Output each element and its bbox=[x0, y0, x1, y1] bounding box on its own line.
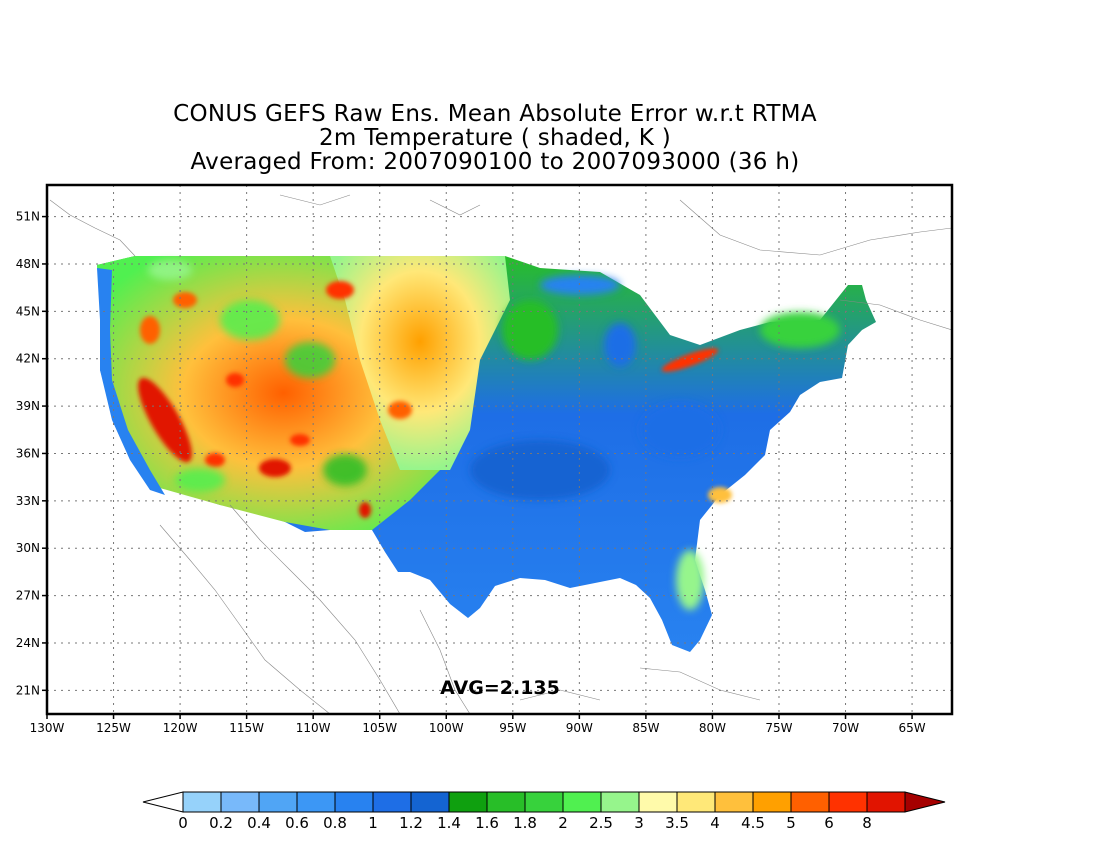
colorbar-label: 1 bbox=[368, 814, 378, 832]
colorbar-swatch bbox=[562, 791, 602, 813]
colorbar-swatch bbox=[752, 791, 792, 813]
colorbar-swatch bbox=[524, 791, 564, 813]
lon-tick-label: 80W bbox=[699, 721, 726, 735]
colorbar-label: 0.6 bbox=[285, 814, 309, 832]
colorbar-swatch bbox=[334, 791, 374, 813]
lon-tick-label: 85W bbox=[632, 721, 659, 735]
colorbar-swatch bbox=[790, 791, 830, 813]
lon-tick-label: 100W bbox=[429, 721, 464, 735]
colorbar-label: 1.2 bbox=[399, 814, 423, 832]
colorbar-label: 5 bbox=[786, 814, 796, 832]
lon-tick-label: 125W bbox=[96, 721, 131, 735]
colorbar-swatch bbox=[296, 791, 336, 813]
colorbar-label: 0 bbox=[178, 814, 188, 832]
title-line-3: Averaged From: 2007090100 to 2007093000 … bbox=[190, 149, 800, 175]
colorbar-label: 1.4 bbox=[437, 814, 461, 832]
colorbar-swatch bbox=[372, 791, 412, 813]
lon-tick-label: 65W bbox=[899, 721, 926, 735]
colorbar-under-arrow bbox=[142, 791, 184, 813]
title-line-2: 2m Temperature ( shaded, K ) bbox=[318, 125, 672, 151]
colorbar-swatch bbox=[714, 791, 754, 813]
lon-tick-label: 120W bbox=[163, 721, 198, 735]
shaded-field bbox=[97, 256, 876, 652]
colorbar-swatch bbox=[448, 791, 488, 813]
colorbar-label: 2 bbox=[558, 814, 568, 832]
colorbar-swatch bbox=[182, 791, 222, 813]
average-value: AVG=2.135 bbox=[440, 677, 560, 699]
lat-tick-label: 27N bbox=[16, 589, 40, 603]
lat-tick-label: 21N bbox=[16, 683, 40, 697]
colorbar-label: 6 bbox=[824, 814, 834, 832]
colorbar-swatch bbox=[486, 791, 526, 813]
colorbar-label: 3.5 bbox=[665, 814, 689, 832]
lat-axis-labels: 51N 48N 45N 42N 39N 36N 33N 30N 27N 24N 21N bbox=[16, 210, 47, 697]
lon-tick-label: 75W bbox=[765, 721, 792, 735]
colorbar-label: 3 bbox=[634, 814, 644, 832]
colorbar-label: 0.2 bbox=[209, 814, 233, 832]
colorbar-swatch bbox=[866, 791, 906, 813]
lat-tick-label: 39N bbox=[16, 399, 40, 413]
colorbar-label: 2.5 bbox=[589, 814, 613, 832]
colorbar-swatch bbox=[676, 791, 716, 813]
lat-tick-label: 51N bbox=[16, 210, 40, 224]
lat-tick-label: 36N bbox=[16, 446, 40, 460]
colorbar-over-arrow bbox=[904, 791, 946, 813]
lat-tick-label: 45N bbox=[16, 304, 40, 318]
lat-tick-label: 24N bbox=[16, 636, 40, 650]
lon-axis-labels: 130W 125W 120W 115W 110W 105W 100W 95W 90W 85W 80W… bbox=[30, 714, 926, 735]
colorbar: 0 0.2 0.4 0.6 0.8 1 1.2 1.4 1.6 1.8 2 2.5 3 3.5 4 4.5 5 6… bbox=[142, 791, 946, 832]
title-line-1: CONUS GEFS Raw Ens. Mean Absolute Error … bbox=[173, 101, 817, 127]
lat-tick-label: 42N bbox=[16, 352, 40, 366]
colorbar-swatch bbox=[828, 791, 868, 813]
colorbar-swatch bbox=[220, 791, 260, 813]
lon-tick-label: 90W bbox=[566, 721, 593, 735]
lon-tick-label: 95W bbox=[499, 721, 526, 735]
lat-tick-label: 33N bbox=[16, 494, 40, 508]
colorbar-label: 1.6 bbox=[475, 814, 499, 832]
lon-tick-label: 130W bbox=[30, 721, 65, 735]
lon-tick-label: 110W bbox=[296, 721, 331, 735]
plot-frame bbox=[45, 183, 954, 716]
colorbar-swatch bbox=[258, 791, 298, 813]
colorbar-label: 0.8 bbox=[323, 814, 347, 832]
colorbar-swatch bbox=[638, 791, 678, 813]
colorbar-swatch bbox=[600, 791, 640, 813]
lat-tick-label: 48N bbox=[16, 257, 40, 271]
lon-tick-label: 105W bbox=[362, 721, 397, 735]
map-title: CONUS GEFS Raw Ens. Mean Absolute Error … bbox=[0, 102, 990, 174]
lat-tick-label: 30N bbox=[16, 541, 40, 555]
colorbar-swatch bbox=[410, 791, 450, 813]
colorbar-label: 8 bbox=[862, 814, 872, 832]
colorbar-label: 1.8 bbox=[513, 814, 537, 832]
colorbar-label: 4.5 bbox=[741, 814, 765, 832]
plains-yellow-region bbox=[330, 256, 510, 470]
colorbar-label: 0.4 bbox=[247, 814, 271, 832]
lon-tick-label: 115W bbox=[229, 721, 264, 735]
lon-tick-label: 70W bbox=[832, 721, 859, 735]
colorbar-label: 4 bbox=[710, 814, 720, 832]
map-boundaries bbox=[49, 194, 952, 714]
